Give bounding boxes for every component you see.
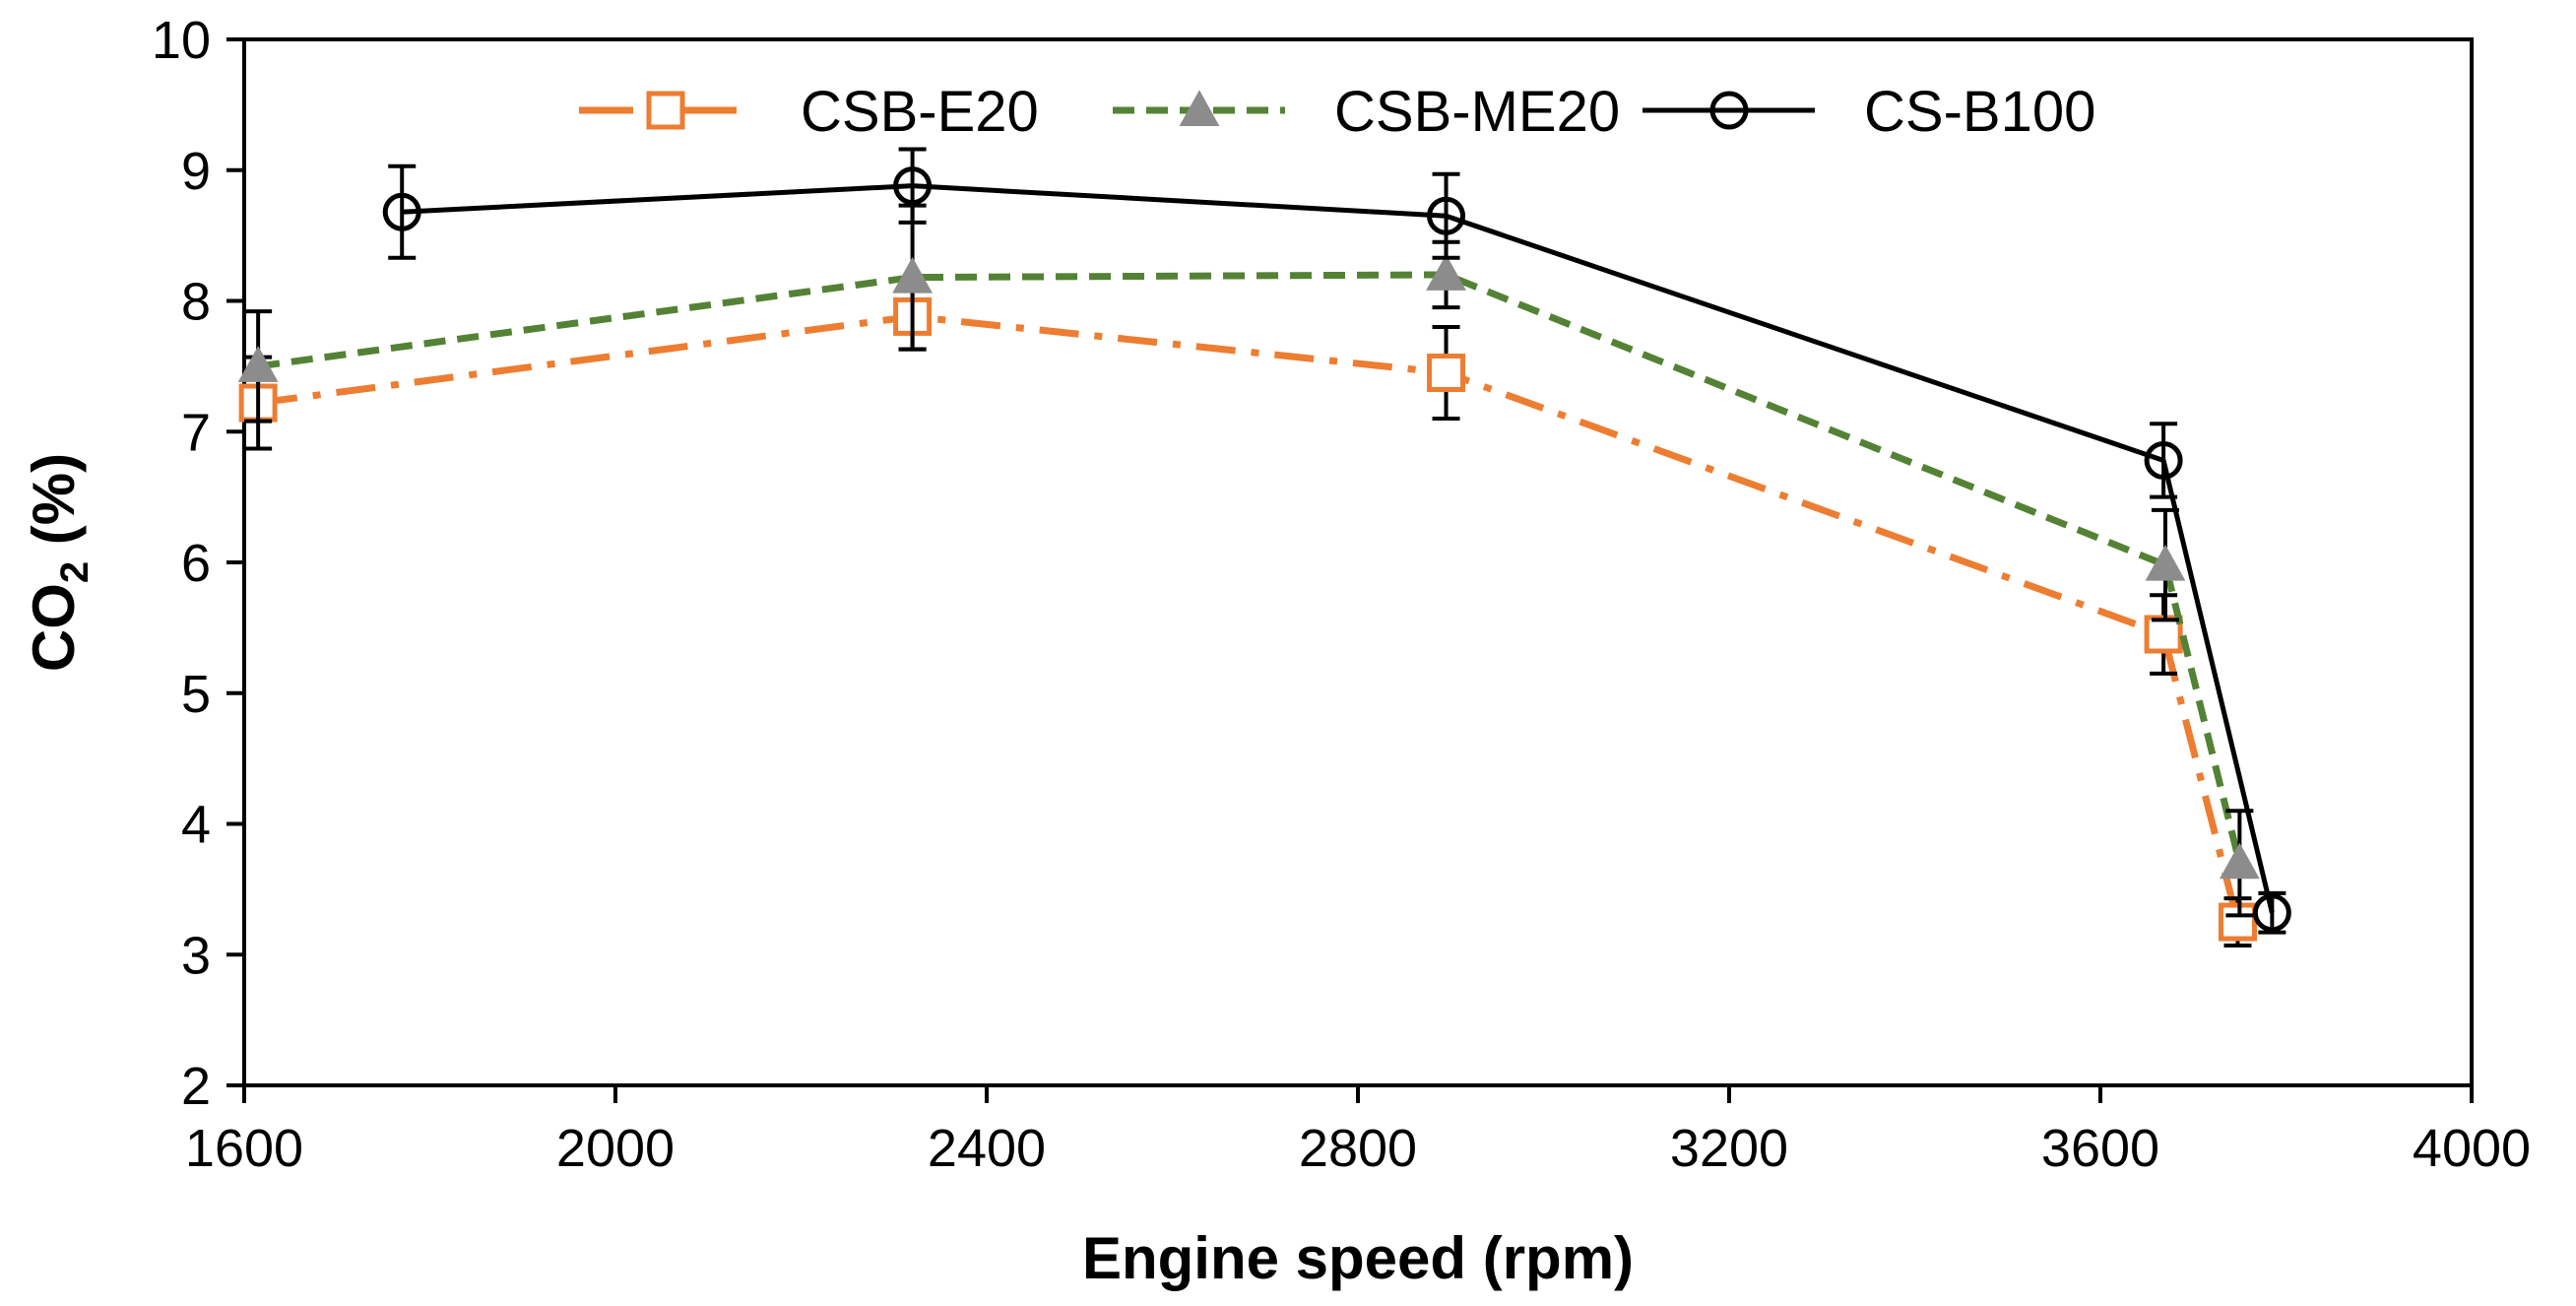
- y-tick-label: 6: [181, 534, 211, 593]
- y-tick-label: 5: [181, 665, 211, 724]
- series-marker-square: [646, 91, 685, 130]
- legend-label: CSB-E20: [801, 80, 1039, 144]
- y-axis-ticks: 2 3 4 5 6 7 8 9 10: [152, 11, 244, 1116]
- x-tick-label: 2000: [556, 1119, 675, 1178]
- series-marker-circle: [1427, 196, 1466, 235]
- series-marker-triangle: [892, 256, 933, 294]
- x-tick-label: 4000: [2413, 1119, 2531, 1178]
- y-axis-title-subscript: 2: [53, 561, 97, 583]
- legend-label: CS-B100: [1864, 80, 2095, 144]
- y-tick-label: 4: [181, 796, 211, 855]
- series-line: [257, 271, 2243, 865]
- series-marker-square: [2144, 615, 2183, 654]
- legend-label: CSB-ME20: [1334, 80, 1620, 144]
- x-tick-label: 1600: [185, 1119, 303, 1178]
- legend-item-csb-e20: CSB-E20: [579, 80, 1039, 144]
- y-tick-label: 7: [181, 403, 211, 462]
- series-marker-triangle: [2145, 544, 2186, 581]
- series-cs-b100: [382, 147, 2291, 935]
- series-csb-me20: [237, 203, 2260, 918]
- x-axis-title: Engine speed (rpm): [1082, 1225, 1634, 1291]
- series-marker-circle: [1709, 91, 1749, 130]
- y-tick-label: 3: [181, 926, 211, 985]
- series-marker-circle: [2144, 440, 2183, 480]
- y-tick-label: 8: [181, 273, 211, 332]
- y-axis-title-main: CO: [21, 583, 87, 672]
- legend-item-cs-b100: CS-B100: [1642, 80, 2095, 144]
- x-tick-label: 3200: [1670, 1119, 1788, 1178]
- series-marker-square: [1427, 354, 1466, 393]
- series-marker-circle: [893, 166, 933, 206]
- x-tick-label: 3600: [2041, 1119, 2159, 1178]
- y-axis-title: CO2 (%): [21, 453, 97, 672]
- legend-item-csb-me20: CSB-ME20: [1113, 80, 1620, 144]
- y-tick-label: 10: [152, 11, 211, 70]
- x-axis-ticks: 1600 2000 2400 2800 3200 3600 4000: [185, 1085, 2531, 1178]
- series-marker-triangle: [2219, 842, 2260, 880]
- y-tick-label: 9: [181, 142, 211, 201]
- series-marker-triangle: [237, 346, 279, 382]
- series-marker-triangle: [1426, 254, 1466, 291]
- y-tick-label: 2: [181, 1057, 211, 1116]
- x-tick-label: 2800: [1299, 1119, 1417, 1178]
- series-marker-circle: [382, 192, 421, 231]
- x-tick-label: 2400: [928, 1119, 1046, 1178]
- series-marker-circle: [2252, 893, 2291, 933]
- y-axis-title-suffix: (%): [21, 453, 87, 561]
- series-layer: [237, 147, 2291, 947]
- legend: CSB-E20 CSB-ME20 CS-B100: [579, 80, 2095, 144]
- series-marker-triangle: [1179, 90, 1220, 126]
